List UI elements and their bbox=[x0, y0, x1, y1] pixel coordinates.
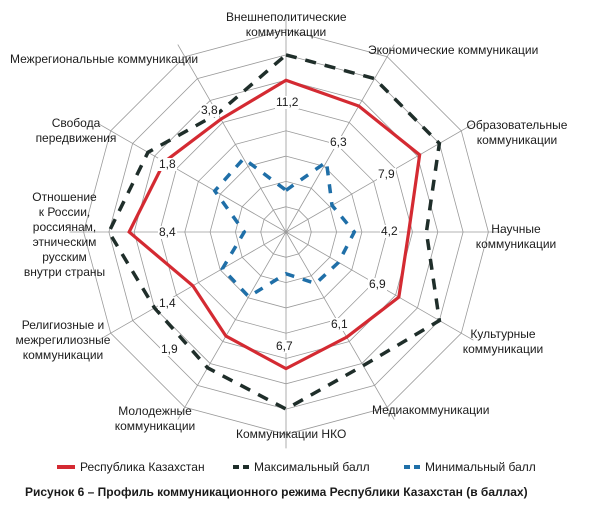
axis-label-religion: Религиозные и межрегилиозные коммуникаци… bbox=[15, 318, 111, 362]
axis-label-science: Научные коммуникации bbox=[475, 222, 557, 251]
legend-item-kazakhstan: Республика Казахстан bbox=[57, 460, 205, 474]
legend-item-min: Минимальный балл bbox=[404, 460, 536, 474]
series-max bbox=[106, 52, 442, 412]
legend-label: Республика Казахстан bbox=[80, 460, 205, 474]
grid-spoke bbox=[177, 44, 287, 233]
value-label-ngo: 6,7 bbox=[275, 339, 294, 353]
value-label-russia: 8,4 bbox=[158, 225, 177, 239]
series-min bbox=[212, 156, 357, 299]
value-label-youth: 1,9 bbox=[160, 342, 179, 356]
value-label-freedom: 1,8 bbox=[158, 157, 177, 171]
axis-label-media: Медиакоммуникации bbox=[372, 403, 490, 417]
legend-label: Максимальный балл bbox=[254, 460, 370, 474]
value-label-media: 6,1 bbox=[330, 317, 349, 331]
axis-label-ngo: Коммуникации НКО bbox=[236, 427, 347, 441]
value-label-interregional: 3,8 bbox=[200, 103, 219, 117]
chart-legend: Республика Казахстан Максимальный балл М… bbox=[0, 460, 600, 476]
axis-label-culture: Культурные коммуникации bbox=[462, 327, 544, 356]
value-label-culture: 6,9 bbox=[368, 277, 387, 291]
axis-label-russia: Отношение к России, россиянам, этнически… bbox=[23, 190, 106, 279]
value-label-religion: 1,4 bbox=[158, 296, 177, 310]
value-label-economic: 6,3 bbox=[329, 135, 348, 149]
legend-label: Минимальный балл bbox=[425, 460, 536, 474]
axis-label-education: Образовательные коммуникации bbox=[466, 118, 568, 147]
axis-label-economic: Экономические коммуникации bbox=[368, 43, 539, 57]
axis-label-freedom: Свобода передвижения bbox=[35, 116, 117, 145]
legend-item-max: Максимальный балл bbox=[233, 460, 370, 474]
value-label-foreign-policy: 11,2 bbox=[275, 95, 300, 109]
legend-swatch-blue-dash bbox=[404, 465, 420, 469]
value-label-science: 4,2 bbox=[380, 224, 399, 238]
axis-label-youth: Молодежные коммуникации bbox=[114, 404, 196, 433]
value-label-education: 7,9 bbox=[377, 167, 396, 181]
legend-swatch-black-dash bbox=[233, 465, 249, 469]
legend-swatch-red-line bbox=[57, 465, 75, 469]
axis-label-foreign-policy: Внешнеполитические коммуникации bbox=[226, 10, 347, 39]
grid-spoke bbox=[177, 231, 287, 420]
axis-label-interregional: Межрегиональные коммуникации bbox=[10, 52, 199, 66]
figure-caption: Рисунок 6 – Профиль коммуникационного ре… bbox=[25, 485, 528, 499]
grid-spoke bbox=[98, 123, 287, 233]
